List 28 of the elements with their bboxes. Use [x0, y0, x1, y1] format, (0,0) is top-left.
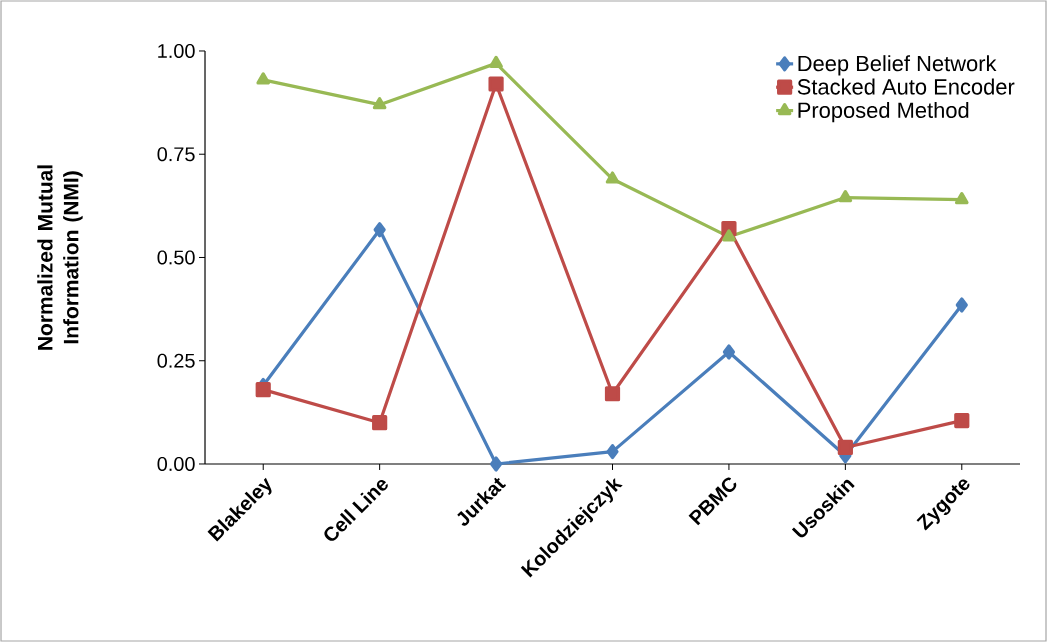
- y-tick-label: 0.25: [157, 353, 195, 368]
- legend-label: Deep Belief Network: [798, 55, 997, 76]
- point: [604, 386, 621, 402]
- legend-label: Stacked Auto Encoder: [797, 78, 1015, 95]
- x-tick-label: Cell Line: [324, 479, 388, 541]
- y-tick-label: 1.00: [158, 43, 195, 59]
- point: [489, 456, 503, 472]
- point: [256, 72, 271, 85]
- point: [954, 413, 970, 429]
- legend-label: Proposed Method: [798, 101, 969, 123]
- point: [722, 229, 736, 242]
- point: [722, 344, 736, 360]
- point: [488, 76, 504, 92]
- y-tick-label: 0.75: [157, 147, 195, 162]
- point: [373, 222, 386, 238]
- point: [955, 297, 968, 313]
- point: [837, 439, 853, 456]
- y-tick-label: 0.50: [157, 250, 195, 265]
- point: [255, 382, 271, 398]
- point: [954, 192, 969, 205]
- point: [489, 55, 503, 68]
- point: [838, 190, 853, 203]
- point: [372, 415, 388, 431]
- point: [605, 171, 620, 184]
- point: [372, 97, 387, 110]
- y-tick-label: 0.00: [157, 456, 195, 472]
- y-axis-title: Normalized Mutual Information (NMI): [37, 165, 83, 350]
- point: [606, 443, 619, 460]
